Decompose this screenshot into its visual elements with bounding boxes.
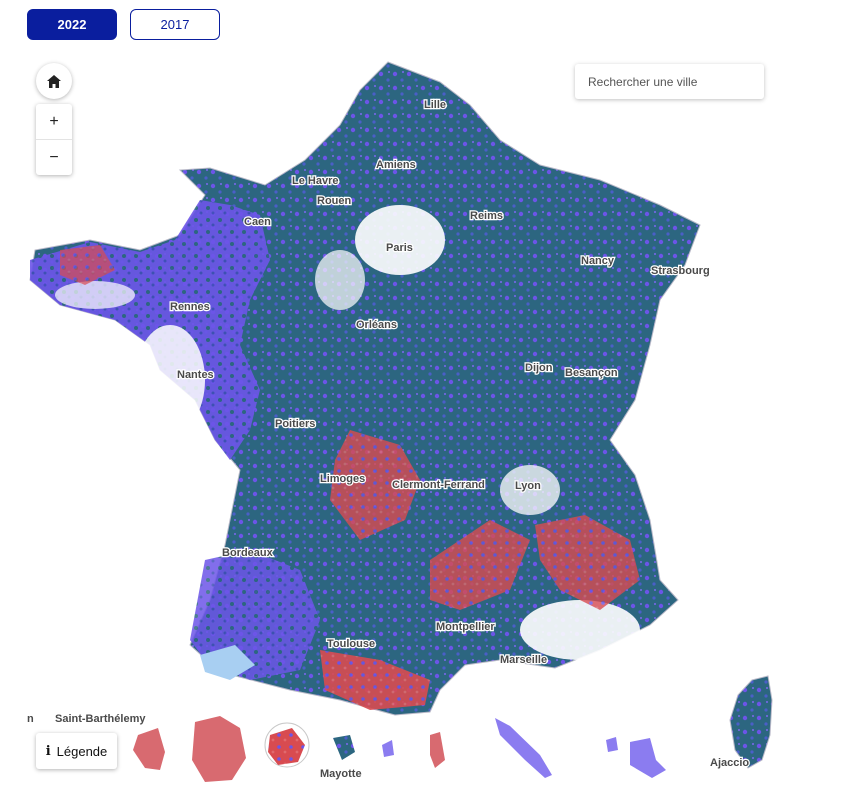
white-zone-center xyxy=(315,250,365,310)
city-search-input[interactable] xyxy=(575,64,764,99)
white-zone-lyon xyxy=(500,465,560,515)
city-label-nantes: Nantes xyxy=(177,369,214,381)
city-label-amiens: Amiens xyxy=(376,159,416,171)
home-button[interactable] xyxy=(36,63,72,99)
corsica[interactable] xyxy=(729,675,773,769)
city-label-poitiers: Poitiers xyxy=(275,418,315,430)
overseas-label-mayotte: Mayotte xyxy=(320,768,362,780)
legend-button[interactable]: i Légende xyxy=(36,733,117,769)
city-label-clermont: Clermont-Ferrand xyxy=(392,479,485,491)
city-label-toulouse: Toulouse xyxy=(327,638,375,650)
city-label-besancon: Besançon xyxy=(565,367,618,379)
city-label-le-havre: Le Havre xyxy=(292,175,338,187)
overseas-saint-pierre[interactable] xyxy=(630,738,666,778)
overseas-reunion-like[interactable] xyxy=(268,728,305,765)
city-label-limoges: Limoges xyxy=(320,473,365,485)
white-zone-southeast xyxy=(520,600,640,660)
region-southwest[interactable] xyxy=(190,550,320,680)
city-label-rennes: Rennes xyxy=(170,301,210,313)
city-label-paris: Paris xyxy=(386,242,413,254)
region-red-pyrenees[interactable] xyxy=(320,650,430,710)
zoom-in-button[interactable]: + xyxy=(49,112,59,130)
white-zone-west xyxy=(135,325,205,435)
city-label-marseille: Marseille xyxy=(500,654,547,666)
zoom-controls: + − xyxy=(36,104,72,175)
white-zone-bretagne xyxy=(55,281,135,309)
overseas-small-3[interactable] xyxy=(606,737,618,752)
overseas-guyane[interactable] xyxy=(192,716,246,782)
city-label-reims: Reims xyxy=(470,210,503,222)
white-zone-paris xyxy=(355,205,445,275)
city-label-montpellier: Montpellier xyxy=(436,621,495,633)
city-label-strasbourg: Strasbourg xyxy=(651,265,710,277)
overseas-polynesia[interactable] xyxy=(495,718,552,778)
city-label-orleans: Orléans xyxy=(356,319,397,331)
city-label-caen: Caen xyxy=(244,216,271,228)
city-label-lille: Lille xyxy=(424,99,446,111)
year-2017-button[interactable]: 2017 xyxy=(130,9,220,40)
overseas-inset-circle xyxy=(264,722,310,768)
overseas-label-saint-barthelemy: Saint-Barthélemy xyxy=(55,713,146,725)
city-label-nancy: Nancy xyxy=(581,255,615,267)
year-2022-button[interactable]: 2022 xyxy=(27,9,117,40)
info-icon: i xyxy=(45,743,51,759)
zoom-out-button[interactable]: − xyxy=(36,139,72,175)
overseas-small-1[interactable] xyxy=(382,740,394,757)
region-lightblue-basque[interactable] xyxy=(200,645,255,680)
legend-button-label: Légende xyxy=(56,743,108,759)
region-red-massif[interactable] xyxy=(330,430,420,540)
overseas-label-cut: n xyxy=(27,713,34,725)
region-red-provence[interactable] xyxy=(535,515,640,610)
city-label-bordeaux: Bordeaux xyxy=(222,547,274,559)
city-label-rouen: Rouen xyxy=(317,195,352,207)
region-red-bretagne[interactable] xyxy=(60,245,115,285)
city-label-dijon: Dijon xyxy=(525,362,553,374)
city-label-ajaccio: Ajaccio xyxy=(710,757,749,769)
overseas-saint-barthelemy[interactable] xyxy=(133,728,165,770)
home-icon xyxy=(47,74,61,88)
overseas-small-2[interactable] xyxy=(430,732,445,768)
overseas-mayotte[interactable] xyxy=(333,735,355,760)
overseas-territories xyxy=(133,716,666,782)
region-red-cevennes[interactable] xyxy=(430,520,530,610)
city-label-lyon: Lyon xyxy=(515,480,541,492)
